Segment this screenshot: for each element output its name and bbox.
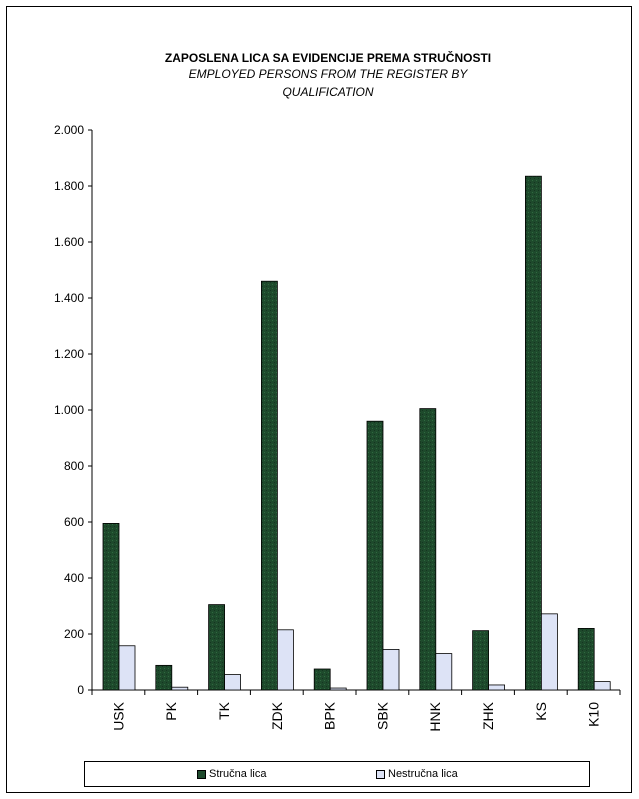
- y-tick-label: 200: [64, 627, 84, 641]
- chart-subtitle-line-1: EMPLOYED PERSONS FROM THE REGISTER BY: [189, 67, 469, 81]
- bar-sbk-nestrucna: [382, 649, 400, 691]
- x-tick-label: HNK: [427, 701, 443, 731]
- x-tick-label: TK: [216, 701, 232, 720]
- chart-subtitle-line-2: QUALIFICATION: [282, 85, 373, 99]
- bar-pk-nestrucna: [171, 686, 189, 691]
- legend-swatch-strucna: [197, 769, 206, 779]
- legend-label-nestrucna: Nestručna lica: [388, 768, 458, 780]
- legend: Stručna lica Nestručna lica: [84, 761, 590, 787]
- x-tick-label: KS: [533, 702, 549, 721]
- bar-hnk-nestrucna: [435, 653, 453, 691]
- bar-hnk-strucna: [419, 408, 437, 691]
- bar-zhk-nestrucna: [488, 684, 506, 691]
- bars-group: [102, 175, 611, 691]
- bar-usk-strucna: [102, 523, 120, 691]
- bar-bpk-strucna: [313, 668, 331, 691]
- bar-k10-strucna: [577, 628, 595, 691]
- y-tick-label: 400: [64, 571, 84, 585]
- chart-title: ZAPOSLENA LICA SA EVIDENCIJE PREMA STRUČ…: [165, 50, 491, 65]
- legend-swatch-nestrucna: [376, 769, 385, 779]
- bar-ks-strucna: [525, 175, 542, 691]
- y-tick-label: 1.600: [54, 235, 84, 249]
- y-tick-label: 1.000: [54, 403, 84, 417]
- bar-zhk-strucna: [472, 630, 490, 691]
- bar-usk-nestrucna: [118, 645, 136, 691]
- bar-ks-nestrucna: [541, 613, 558, 691]
- bar-tk-strucna: [208, 604, 226, 691]
- bar-sbk-strucna: [366, 420, 384, 691]
- x-tick-label: BPK: [322, 701, 338, 730]
- legend-item-strucna: Stručna lica: [197, 768, 266, 780]
- legend-label-strucna: Stručna lica: [209, 768, 267, 780]
- x-tick-label: K10: [586, 702, 602, 727]
- bar-k10-nestrucna: [593, 681, 611, 691]
- y-tick-label: 600: [64, 515, 84, 529]
- bar-pk-strucna: [155, 664, 173, 691]
- x-tick-label: ZDK: [269, 701, 285, 730]
- bar-zdk-nestrucna: [276, 629, 294, 691]
- y-tick-label: 800: [64, 459, 84, 473]
- y-tick-label: 1.800: [54, 179, 84, 193]
- y-tick-label: 2.000: [54, 123, 84, 137]
- x-tick-label: USK: [110, 701, 126, 730]
- y-tick-label: 1.400: [54, 291, 84, 305]
- bar-zdk-strucna: [260, 280, 278, 691]
- x-tick-label: ZHK: [480, 701, 496, 730]
- x-tick-label: SBK: [374, 701, 390, 730]
- y-tick-label: 0: [77, 683, 84, 697]
- bar-tk-nestrucna: [224, 674, 242, 691]
- x-tick-label: PK: [163, 701, 179, 720]
- y-tick-label: 1.200: [54, 347, 84, 361]
- legend-item-nestrucna: Nestručna lica: [376, 768, 458, 780]
- bar-bpk-nestrucna: [329, 687, 347, 691]
